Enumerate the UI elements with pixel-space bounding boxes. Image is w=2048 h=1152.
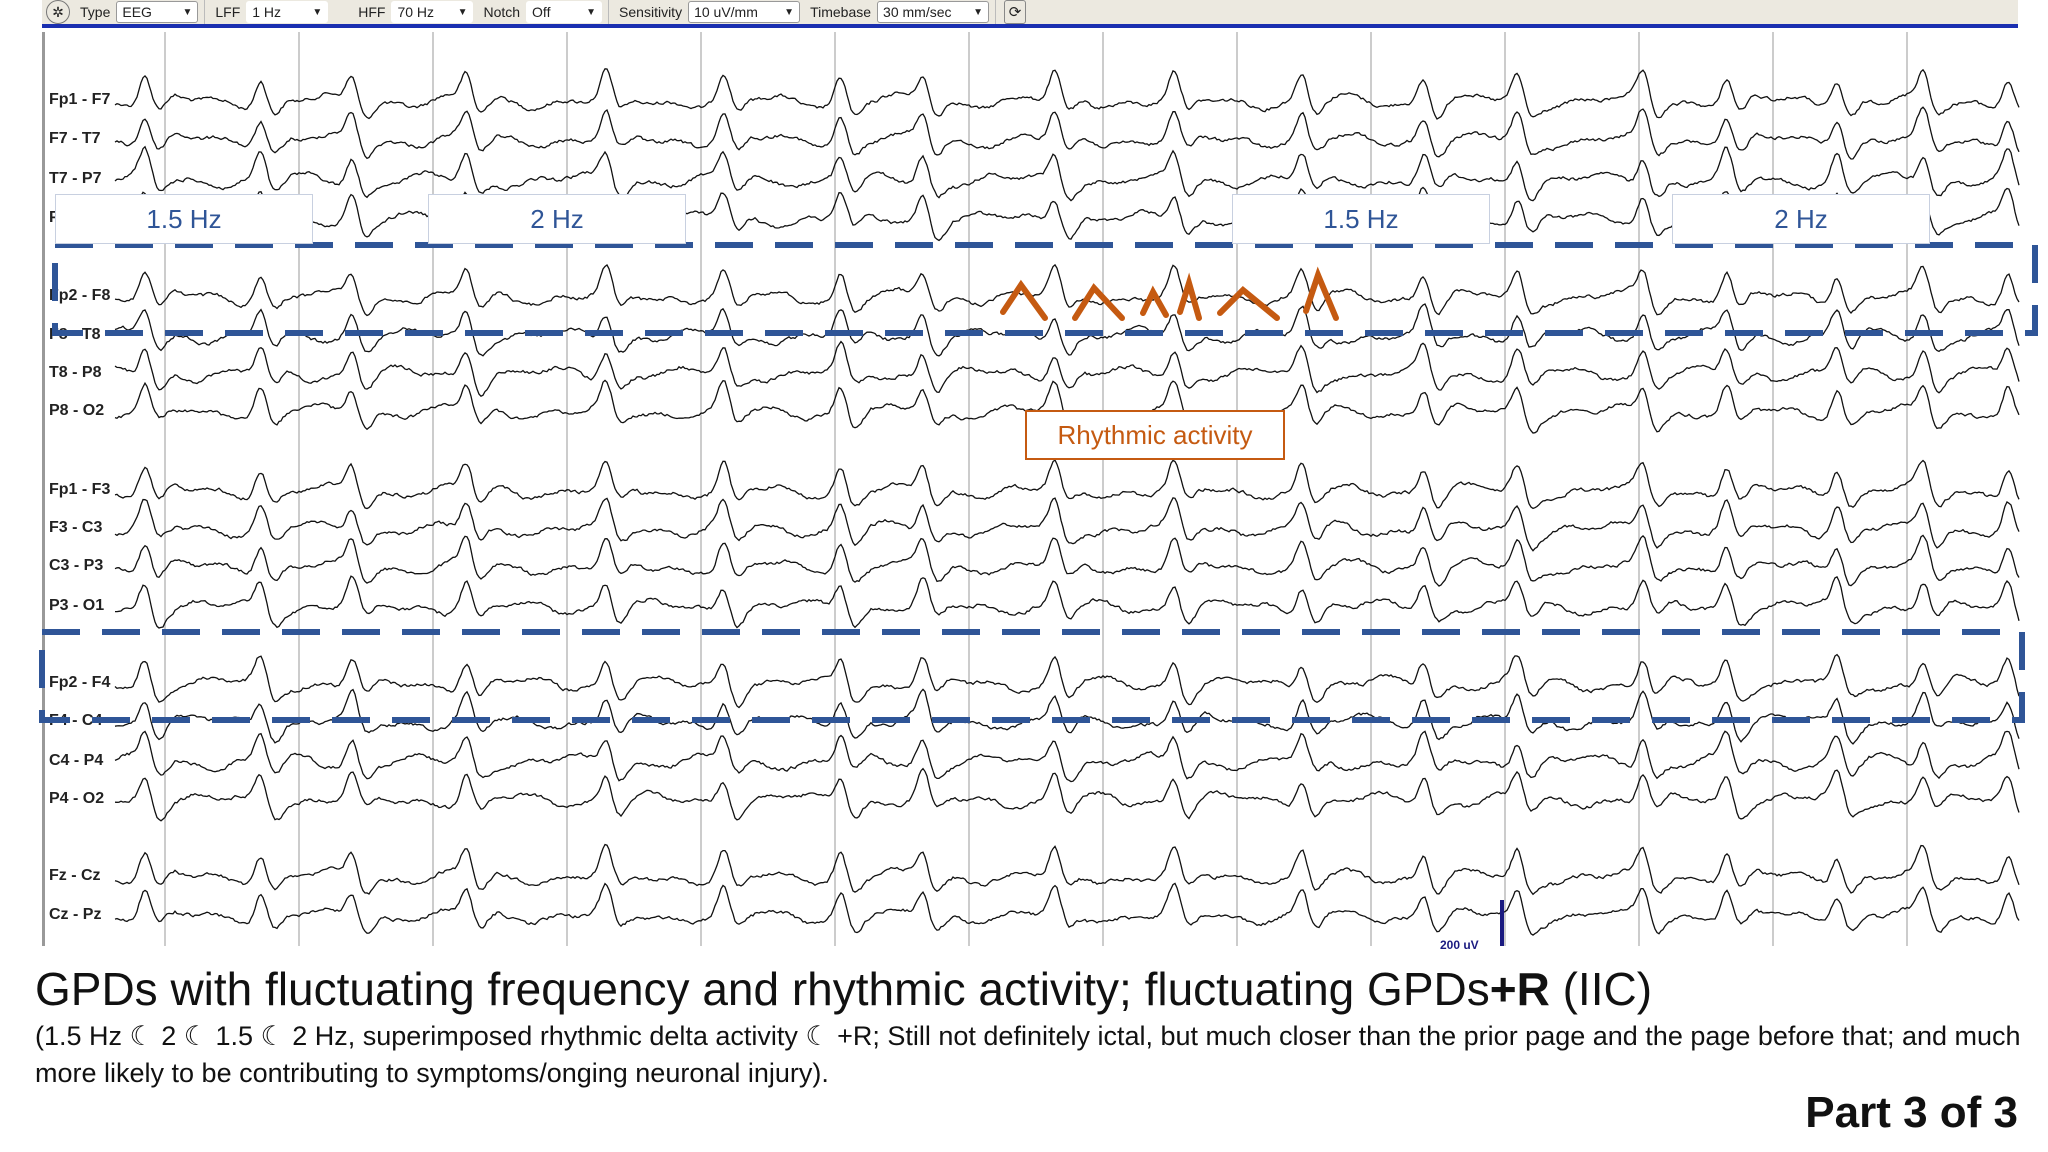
hff-label: HFF bbox=[358, 4, 386, 20]
scale-bar-label: 200 uV bbox=[1440, 938, 1479, 952]
rhythm-marker bbox=[1140, 285, 1169, 318]
eeg-trace bbox=[114, 458, 2020, 510]
channel-label: F4 - C4 bbox=[49, 712, 103, 730]
eeg-trace bbox=[114, 106, 2020, 160]
lff-value: 1 Hz bbox=[252, 4, 282, 20]
divider bbox=[608, 0, 610, 24]
lff-label: LFF bbox=[215, 4, 241, 20]
rhythmic-activity-label: Rhythmic activity bbox=[1025, 410, 1285, 460]
rhythm-marker bbox=[1000, 279, 1048, 321]
chevron-down-icon: ▼ bbox=[312, 6, 323, 18]
dashed-box-fp2-f8 bbox=[52, 242, 2038, 336]
hff-select[interactable]: 70 Hz ▼ bbox=[391, 1, 474, 23]
frequency-label: 1.5 Hz bbox=[55, 194, 313, 244]
slide-title: GPDs with fluctuating frequency and rhyt… bbox=[35, 962, 1652, 1016]
rhythm-marker bbox=[1303, 266, 1339, 321]
chevron-down-icon: ▼ bbox=[586, 6, 597, 18]
channel-label: Fz - Cz bbox=[49, 867, 101, 885]
sensitivity-label: Sensitivity bbox=[619, 4, 683, 20]
channel-label: Fp2 - F4 bbox=[49, 674, 111, 692]
channel-label: P4 - O2 bbox=[49, 790, 105, 808]
annotation-overlay bbox=[39, 242, 2038, 723]
eeg-trace bbox=[114, 534, 2020, 587]
eeg-trace bbox=[114, 688, 2020, 745]
eeg-trace bbox=[114, 497, 2020, 552]
eeg-trace bbox=[115, 575, 2020, 629]
frequency-label: 2 Hz bbox=[1672, 194, 1930, 244]
eeg-trace bbox=[114, 882, 2020, 936]
rhythm-marker bbox=[1072, 283, 1125, 321]
chevron-down-icon: ▼ bbox=[784, 6, 795, 18]
notch-select[interactable]: Off ▼ bbox=[526, 1, 603, 23]
title-bold: +R bbox=[1489, 963, 1550, 1015]
eeg-trace bbox=[114, 843, 2020, 896]
channel-label: T8 - P8 bbox=[49, 364, 102, 382]
type-value: EEG bbox=[122, 4, 152, 20]
timebase-select[interactable]: 30 mm/sec ▼ bbox=[877, 1, 990, 23]
eeg-trace bbox=[114, 340, 2020, 397]
frequency-label: 2 Hz bbox=[428, 194, 686, 244]
lff-select[interactable]: 1 Hz ▼ bbox=[246, 1, 329, 23]
part-indicator: Part 3 of 3 bbox=[1805, 1088, 2018, 1137]
hff-value: 70 Hz bbox=[397, 4, 435, 20]
channel-label: Cz - Pz bbox=[49, 906, 102, 924]
eeg-trace bbox=[114, 730, 2020, 783]
eeg-waveforms bbox=[114, 32, 2020, 946]
channel-label: Fp1 - F7 bbox=[49, 91, 111, 109]
eeg-toolbar: ✲ Type EEG ▼ LFF 1 Hz ▼ HFF 70 Hz ▼ Notch O… bbox=[42, 0, 2018, 28]
sensitivity-select[interactable]: 10 uV/mm ▼ bbox=[688, 1, 801, 23]
channel-label: T7 - P7 bbox=[49, 170, 102, 188]
eeg-trace bbox=[114, 767, 2020, 822]
type-label: Type bbox=[80, 4, 111, 20]
rhythm-marker bbox=[1177, 272, 1202, 321]
notch-label: Notch bbox=[483, 4, 521, 20]
channel-label: P8 - O2 bbox=[49, 402, 105, 420]
type-select[interactable]: EEG ▼ bbox=[116, 1, 199, 23]
title-text: GPDs with fluctuating frequency and rhyt… bbox=[35, 963, 1490, 1015]
dashed-box-fp2-f4 bbox=[39, 629, 2025, 723]
eeg-trace bbox=[114, 653, 2020, 709]
channel-label: F7 - T7 bbox=[49, 130, 101, 148]
divider bbox=[204, 0, 206, 24]
channel-label: C4 - P4 bbox=[49, 752, 104, 770]
chevron-down-icon: ▼ bbox=[973, 6, 984, 18]
chevron-down-icon: ▼ bbox=[457, 6, 468, 18]
chevron-down-icon: ▼ bbox=[182, 6, 193, 18]
eeg-trace bbox=[114, 68, 2020, 120]
refresh-icon[interactable]: ⟳ bbox=[1004, 0, 1027, 24]
timebase-label: Timebase bbox=[810, 4, 872, 20]
channel-label: P3 - O1 bbox=[49, 597, 105, 615]
notch-value: Off bbox=[532, 4, 551, 20]
slide-subtitle: (1.5 Hz ☾ 2 ☾ 1.5 ☾ 2 Hz, superimposed r… bbox=[35, 1021, 2021, 1088]
sensitivity-value: 10 uV/mm bbox=[694, 4, 758, 20]
eeg-trace bbox=[114, 263, 2020, 317]
channel-label: F3 - C3 bbox=[49, 519, 103, 537]
divider bbox=[995, 0, 997, 24]
montage-icon[interactable]: ✲ bbox=[46, 0, 70, 24]
timebase-value: 30 mm/sec bbox=[883, 4, 952, 20]
channel-label: Fp1 - F3 bbox=[49, 481, 111, 499]
eeg-trace bbox=[114, 145, 2020, 202]
frequency-label: 1.5 Hz bbox=[1232, 194, 1490, 244]
channel-label: Fp2 - F8 bbox=[49, 287, 111, 305]
rhythm-marker bbox=[1217, 285, 1280, 321]
channel-label: C3 - P3 bbox=[49, 557, 104, 575]
title-end: (IIC) bbox=[1549, 963, 1653, 1015]
